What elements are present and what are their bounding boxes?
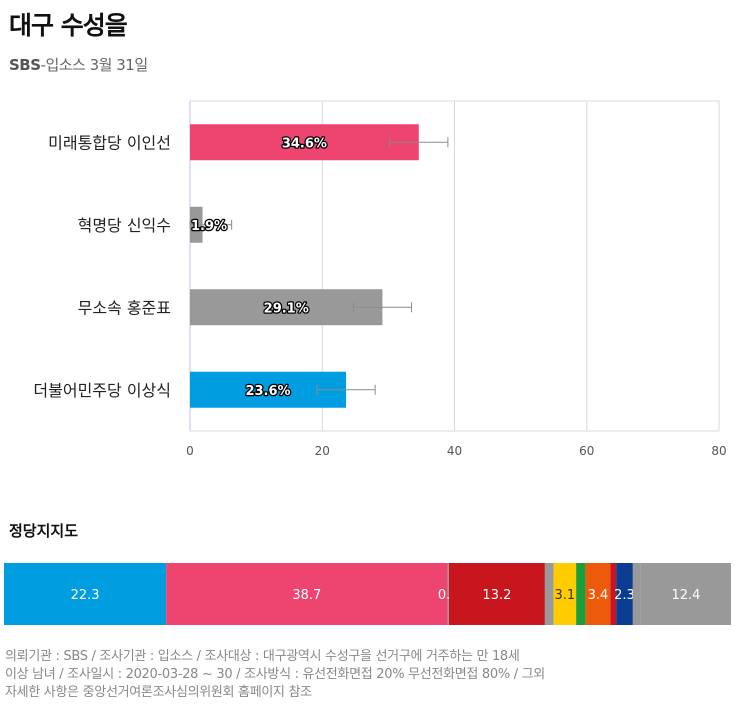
segment: [448, 563, 545, 625]
page-title: 대구 수성을: [9, 11, 128, 40]
category-label: 무소속 홍준표: [78, 298, 171, 317]
subtitle-detail: -입소스 3월 31일: [40, 56, 149, 74]
segment-label: 2.3: [614, 588, 635, 603]
segment: [4, 563, 167, 625]
x-tick-label: 0: [186, 444, 194, 458]
segment: [447, 563, 449, 625]
value-label: 29.1%: [264, 301, 309, 316]
category-label: 더불어민주당 이상식: [33, 381, 171, 400]
segment: [632, 563, 641, 625]
segment: [616, 563, 633, 625]
x-tick-label: 80: [711, 444, 726, 458]
footnote-line-2: 이상 남녀 / 조사일시 : 2020-03-28 ~ 30 / 조사방식 : …: [5, 667, 545, 682]
segment: [166, 563, 448, 625]
value-label: 34.6%: [282, 136, 327, 151]
segment-label: 38.7: [292, 588, 321, 603]
segment: [576, 563, 586, 625]
segment-label: 12.4: [671, 588, 700, 603]
segment: [553, 563, 577, 625]
category-label: 미래통합당 이인선: [48, 133, 171, 152]
subtitle-source: SBS: [9, 56, 41, 74]
segment: [544, 563, 554, 625]
footnote-line-1: 의뢰기관 : SBS / 조사기관 : 입소스 / 조사대상 : 대구광역시 수…: [5, 649, 520, 664]
bar: [190, 124, 419, 161]
segment-label: 22.3: [71, 588, 100, 603]
footnote-line-3: 자세한 사항은 중앙선거여론조사심의위원회 홈페이지 참조: [5, 685, 312, 700]
segment: [585, 563, 611, 625]
segment-label: 13.2: [482, 588, 511, 603]
party-support-title: 정당지지도: [9, 522, 79, 540]
x-tick-label: 60: [579, 444, 594, 458]
category-label: 혁명당 신익수: [78, 216, 171, 235]
x-tick-label: 20: [315, 444, 330, 458]
x-tick-label: 40: [447, 444, 462, 458]
segment: [640, 563, 731, 625]
candidate-bar-chart: 0 20 40 60 80 미래통합당 이인선 34.6% 혁명당 신익수 1.9% 무소속 홍준…: [33, 100, 727, 458]
segment-label: 3.1: [555, 588, 576, 603]
value-label: 1.9%: [191, 219, 227, 234]
party-support-stacked-bar: 22.3 38.7 0.2 13.2 3.1 3.4 2.3 12.4: [4, 563, 731, 625]
value-label: 23.6%: [245, 384, 290, 399]
subtitle: SBS-입소스 3월 31일: [9, 54, 148, 75]
segment: [610, 563, 617, 625]
bar: [190, 289, 383, 326]
survey-footnote: 의뢰기관 : SBS / 조사기관 : 입소스 / 조사대상 : 대구광역시 수…: [5, 648, 730, 702]
segment-label: 3.4: [588, 588, 609, 603]
